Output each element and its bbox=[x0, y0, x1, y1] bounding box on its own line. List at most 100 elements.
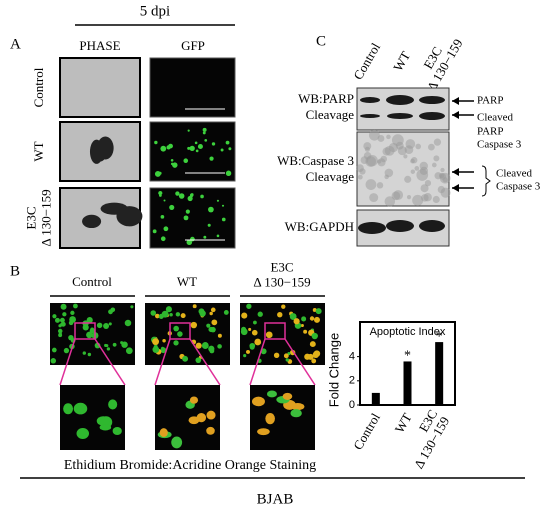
gfp-cell bbox=[202, 127, 207, 132]
gfp-cell bbox=[159, 194, 162, 197]
footer-label: BJAB bbox=[257, 491, 294, 507]
phase-image bbox=[59, 57, 141, 118]
zoom-box bbox=[264, 322, 286, 340]
right-label: PARP bbox=[477, 126, 504, 138]
zoom-cell bbox=[108, 399, 118, 410]
stained-cell bbox=[169, 312, 173, 317]
blot-smear bbox=[412, 194, 424, 206]
stained-cell bbox=[87, 352, 92, 357]
gfp-cell bbox=[208, 206, 214, 213]
stained-cell bbox=[277, 312, 283, 318]
stained-cell bbox=[86, 331, 93, 339]
band bbox=[387, 113, 413, 119]
stained-cell bbox=[293, 318, 300, 325]
blot-smear bbox=[433, 138, 442, 146]
stained-cell bbox=[283, 353, 289, 359]
zoom-line bbox=[154, 338, 171, 386]
right-label: Cleaved bbox=[477, 112, 514, 124]
right-label: Cleaved bbox=[496, 168, 533, 180]
zoom-line bbox=[94, 338, 126, 386]
stained-cell bbox=[309, 341, 316, 348]
caption: Ethidium Bromide:Acridine Orange Stainin… bbox=[64, 458, 316, 473]
stained-cell bbox=[120, 341, 124, 345]
gfp-cell bbox=[185, 209, 190, 214]
band bbox=[360, 114, 380, 118]
significance-mark: * bbox=[436, 329, 443, 344]
gfp-image bbox=[149, 121, 236, 182]
row-label: Control bbox=[31, 67, 46, 107]
stained-cell bbox=[154, 313, 160, 319]
blot-smear bbox=[376, 182, 384, 189]
stained-cell bbox=[63, 347, 70, 354]
gfp-cell bbox=[221, 204, 225, 207]
chart-title: Apoptotic Index bbox=[370, 326, 446, 338]
gfp-cell bbox=[163, 226, 169, 232]
gfp-cell bbox=[183, 215, 189, 221]
stained-cell bbox=[273, 352, 280, 359]
right-label: Caspase 3 bbox=[477, 139, 522, 151]
stained-cell bbox=[210, 326, 216, 333]
stained-cell bbox=[246, 303, 252, 309]
gfp-cell bbox=[216, 199, 220, 202]
stained-cell bbox=[158, 313, 164, 319]
blot-smear bbox=[439, 172, 445, 179]
gfp-cell bbox=[195, 149, 199, 153]
stained-cell bbox=[52, 314, 57, 319]
column-label: PHASE bbox=[79, 38, 120, 53]
blot-smear bbox=[410, 169, 416, 174]
blot-label: WB:Caspase 3 bbox=[277, 153, 354, 168]
stain-image bbox=[145, 303, 230, 365]
stained-cell bbox=[112, 342, 117, 347]
stained-cell bbox=[73, 303, 78, 309]
panel-label: C bbox=[316, 33, 326, 49]
stained-cell bbox=[315, 308, 322, 315]
stained-cell bbox=[104, 343, 108, 347]
blot-smear bbox=[382, 147, 391, 156]
blot-smear bbox=[365, 179, 377, 190]
gfp-cell bbox=[220, 148, 224, 152]
gfp-cell bbox=[160, 145, 167, 152]
gfp-cell bbox=[183, 158, 189, 164]
gfp-cell bbox=[225, 170, 232, 176]
gfp-cell bbox=[189, 193, 194, 198]
zoom-cell bbox=[196, 413, 207, 423]
stained-cell bbox=[223, 309, 229, 315]
blot-smear bbox=[404, 145, 414, 154]
gfp-cell bbox=[204, 138, 208, 142]
stained-cell bbox=[281, 304, 286, 309]
zoom-cell bbox=[63, 403, 74, 415]
blot-smear bbox=[431, 162, 437, 168]
zoom-cell bbox=[266, 390, 277, 398]
stained-cell bbox=[175, 312, 181, 317]
zoom-cell bbox=[290, 409, 302, 418]
gfp-cell bbox=[160, 236, 166, 242]
zoom-line bbox=[249, 338, 266, 386]
gfp-cell bbox=[203, 235, 207, 239]
stained-cell bbox=[162, 338, 166, 343]
stained-cell bbox=[86, 317, 93, 324]
stained-cell bbox=[241, 312, 248, 319]
stained-cell bbox=[311, 332, 318, 340]
stained-cell bbox=[173, 325, 179, 332]
gfp-cell bbox=[187, 146, 191, 150]
stained-cell bbox=[125, 347, 133, 355]
blot-label: WB:PARP bbox=[298, 91, 354, 106]
zoom-cell bbox=[257, 428, 270, 436]
stained-cell bbox=[248, 327, 252, 331]
band bbox=[386, 95, 414, 105]
gfp-cell bbox=[200, 194, 204, 199]
blot bbox=[356, 87, 450, 131]
blot-smear bbox=[420, 184, 429, 193]
stained-cell bbox=[313, 316, 320, 323]
zoom-cell bbox=[159, 428, 168, 437]
zoom-line bbox=[189, 338, 221, 386]
cell-clump bbox=[97, 136, 114, 160]
stained-cell bbox=[199, 310, 206, 317]
y-tick-label: 4 bbox=[349, 351, 355, 363]
stained-cell bbox=[195, 342, 202, 349]
gfp-cell bbox=[197, 143, 203, 150]
gfp-cell bbox=[152, 229, 157, 234]
blot-smear bbox=[440, 187, 451, 198]
x-tick-label: Control bbox=[350, 410, 383, 452]
blot-label: Cleavage bbox=[306, 107, 355, 122]
